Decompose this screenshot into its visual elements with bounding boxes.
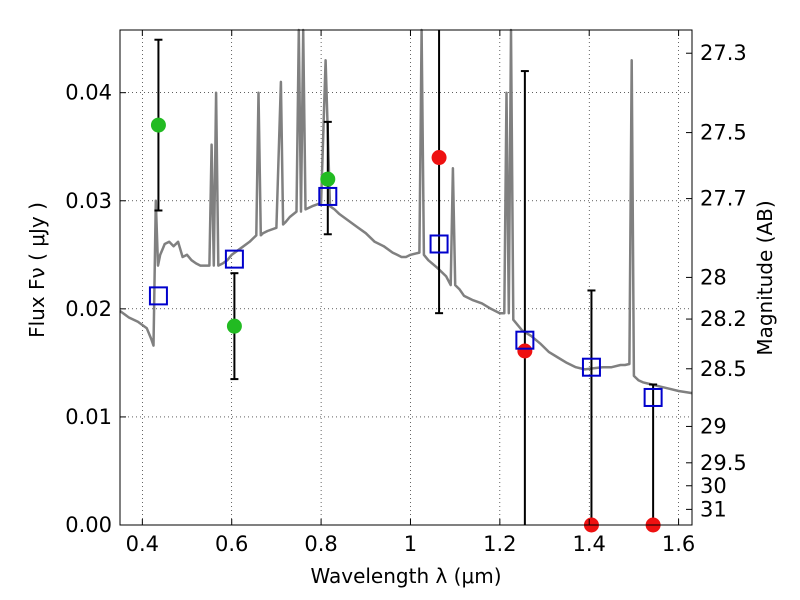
y-tick-label: 0.00	[65, 513, 112, 537]
photometry-point	[320, 171, 336, 187]
right-tick-label: 29	[700, 414, 727, 438]
x-tick-label: 1.2	[483, 532, 516, 556]
x-tick-label: 0.4	[126, 532, 159, 556]
x-tick-label: 0.8	[304, 532, 337, 556]
plot-frame	[119, 29, 693, 526]
x-tick-label: 1.4	[573, 532, 606, 556]
right-tick-label: 27.3	[700, 41, 747, 65]
right-tick-label: 30	[700, 474, 727, 498]
right-tick-label: 31	[700, 497, 727, 521]
model-spectrum-line	[119, 28, 693, 395]
x-tick-label: 0.6	[215, 532, 248, 556]
photometry-point	[226, 318, 242, 334]
model-flux-square	[643, 387, 663, 407]
x-tick-label: 1.6	[662, 532, 695, 556]
y-tick-label: 0.01	[65, 405, 112, 429]
photometry-point	[431, 150, 447, 166]
y-axis-title-left: Flux Fν ( μJy )	[25, 202, 49, 338]
y-tick-label: 0.02	[65, 297, 112, 321]
y-tick-label: 0.03	[65, 189, 112, 213]
plot-area	[119, 28, 693, 533]
model-flux-square	[429, 234, 449, 254]
right-tick-label: 28.2	[700, 307, 747, 331]
model-flux-square	[581, 357, 601, 377]
right-tick-label: 28.5	[700, 357, 747, 381]
grid	[120, 30, 692, 526]
model-flux-square	[224, 249, 244, 269]
right-tick-label: 27.7	[700, 187, 747, 211]
axes: 0.4 0.6 0.8 1 1.2 1.4 1.6 0.00 0.01 0.02 0.03 0.04 2…	[65, 30, 747, 556]
model-flux-square	[515, 330, 535, 350]
right-tick-label: 29.5	[700, 451, 747, 475]
y-tick-label: 0.04	[65, 81, 112, 105]
photometry-point	[517, 343, 533, 359]
right-tick-label: 28	[700, 265, 727, 289]
right-tick-label: 27.5	[700, 121, 747, 145]
x-tick-label: 1	[404, 532, 417, 556]
model-flux-square	[318, 186, 338, 206]
y-axis-title-right: Magnitude (AB)	[753, 200, 777, 355]
photometry-point	[150, 117, 166, 133]
x-axis-title: Wavelength λ (μm)	[310, 564, 501, 588]
model-flux-square	[148, 286, 168, 306]
